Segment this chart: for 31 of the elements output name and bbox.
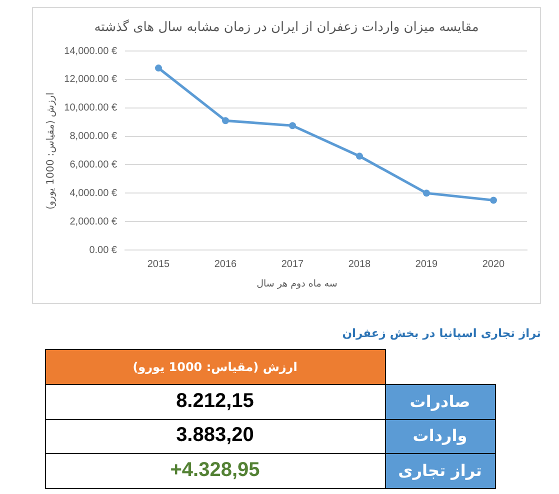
category-label: تراز تجاری xyxy=(398,460,482,480)
x-tick-label: 2019 xyxy=(415,258,438,270)
category-label: واردات xyxy=(412,426,468,446)
data-label: 3.883,20 xyxy=(176,424,254,448)
point xyxy=(289,122,296,130)
y-axis-title: ارزش (مقیاس: 1000 یورو) xyxy=(46,92,56,210)
y-tick-label: 14,000.00 € xyxy=(64,46,118,57)
y-tick-label: 10,000.00 € xyxy=(64,102,118,114)
point xyxy=(490,196,497,204)
x-tick-label: 2015 xyxy=(147,258,170,270)
x-tick-label: 2016 xyxy=(214,258,238,270)
x-tick-label: 2018 xyxy=(348,258,372,270)
text: ارزش (مقیاس: 1000 یورو) xyxy=(132,360,298,374)
chart-title: مقایسه میزان واردات زعفران از ایران در زمان مشابه سال های گذشته xyxy=(93,20,480,35)
x-tick-label: 2017 xyxy=(281,258,304,270)
category-label: صادرات xyxy=(410,392,470,411)
y-tick-label: 6,000.00 € xyxy=(70,159,118,170)
x-axis-title: سه ماه دوم هر سال xyxy=(256,278,338,290)
data-label: 8.212,15 xyxy=(176,390,254,413)
point xyxy=(155,64,162,72)
text: تراز تجاری اسپانیا در بخش زعفران xyxy=(342,326,541,340)
point xyxy=(423,190,430,197)
y-tick-label: 8,000.00 € xyxy=(70,131,118,142)
y-tick-label: 2,000.00 € xyxy=(70,216,118,228)
x-tick-label: 2020 xyxy=(482,258,506,270)
y-tick-label: 0.00 € xyxy=(89,244,118,256)
point xyxy=(356,152,363,160)
y-tick-label: 4,000.00 € xyxy=(70,188,118,199)
data-label: +4.328,95 xyxy=(170,458,260,482)
y-tick-label: 12,000.00 € xyxy=(64,74,118,86)
point xyxy=(222,117,229,124)
